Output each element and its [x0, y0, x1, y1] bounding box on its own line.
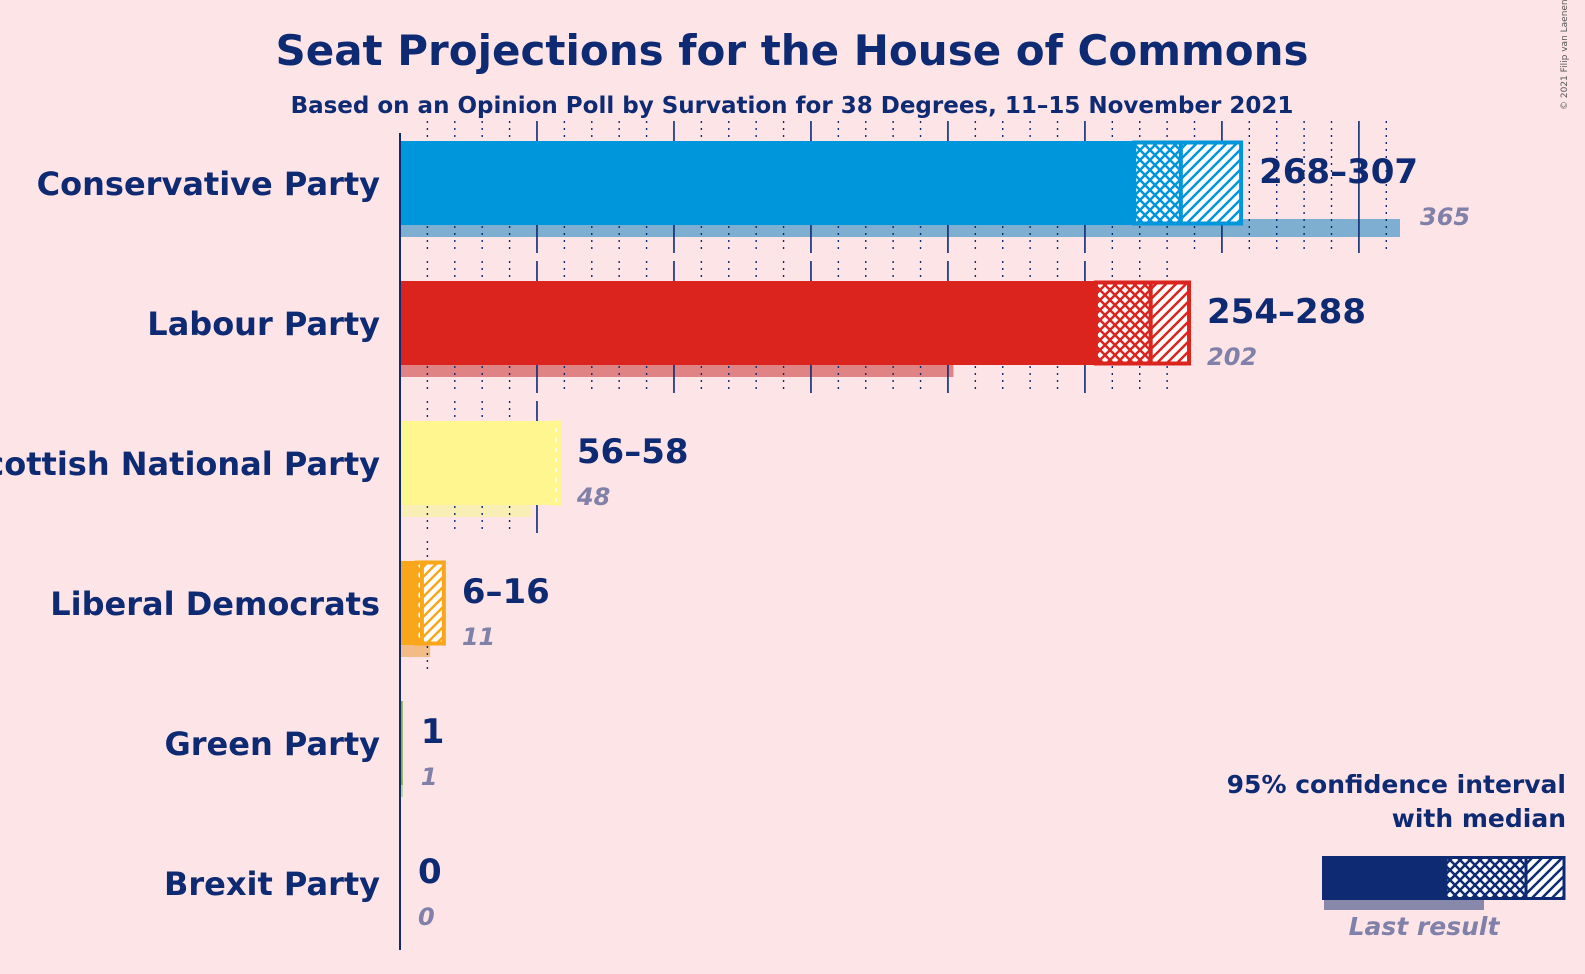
legend-ci-outline	[1444, 856, 1566, 900]
legend-ci-label: 95% confidence interval	[1227, 770, 1566, 799]
liberal-democrats-bar-ci-lower	[416, 564, 422, 642]
labour-party-bar-ci-upper	[1150, 284, 1190, 362]
brexit-party-last-result-label: 0	[418, 903, 435, 931]
legend-last-result-label: Last result	[1349, 912, 1501, 941]
labour-party-label: Labour Party	[147, 305, 380, 343]
labour-party-range-label: 254–288	[1207, 292, 1366, 332]
legend-swatch	[1322, 856, 1566, 910]
green-party-last-result-label: 1	[421, 763, 438, 791]
conservative-party-bar-solid	[400, 141, 1135, 225]
conservative-party-label: Conservative Party	[37, 165, 380, 203]
liberal-democrats-bar-solid	[400, 561, 417, 645]
scottish-national-party-label: Scottish National Party	[0, 445, 380, 483]
legend: 95% confidence interval with median Last…	[1227, 770, 1566, 941]
green-party-bar-solid	[400, 701, 403, 785]
chart-title: Seat Projections for the House of Common…	[275, 26, 1308, 75]
labour-party-bar-ci-outline	[1093, 280, 1192, 366]
scottish-national-party-range-label: 56–58	[577, 432, 689, 472]
liberal-democrats-bar-ci-upper	[421, 564, 444, 642]
legend-ci-lower-swatch	[1446, 858, 1526, 898]
copyright-notice: © 2021 Filip van Laenen	[1560, 0, 1570, 110]
conservative-party-bar-ci-lower	[1134, 144, 1181, 222]
legend-ci-upper-swatch	[1526, 858, 1564, 898]
green-party-label: Green Party	[165, 725, 381, 763]
scottish-national-party-bar-ci-lower	[553, 424, 559, 502]
labour-party-bar-solid	[400, 281, 1096, 365]
conservative-party-bar-ci-upper	[1180, 144, 1242, 222]
green-party-range-label: 1	[421, 712, 445, 752]
conservative-party-last-result-label: 365	[1420, 203, 1470, 231]
conservative-party-bar-ci-outline	[1132, 140, 1244, 226]
conservative-party-range-label: 268–307	[1259, 152, 1418, 192]
scottish-national-party-bar-ci-outline	[551, 420, 561, 506]
scottish-national-party-bar-solid	[400, 421, 554, 505]
brexit-party-range-label: 0	[418, 852, 442, 892]
liberal-democrats-label: Liberal Democrats	[50, 585, 380, 623]
green-party-last-result-bar	[400, 779, 403, 797]
scottish-national-party-last-result-label: 48	[576, 483, 610, 511]
legend-median-label: with median	[1392, 804, 1566, 833]
chart-subtitle: Based on an Opinion Poll by Survation fo…	[291, 93, 1294, 119]
labour-party-bar-ci-lower	[1095, 284, 1151, 362]
liberal-democrats-last-result-label: 11	[462, 623, 495, 651]
liberal-democrats-bar-ci-outline	[414, 560, 446, 646]
legend-solid-swatch	[1322, 856, 1446, 900]
liberal-democrats-range-label: 6–16	[462, 572, 550, 612]
labour-party-last-result-label: 202	[1207, 343, 1257, 371]
brexit-party-label: Brexit Party	[164, 865, 380, 903]
